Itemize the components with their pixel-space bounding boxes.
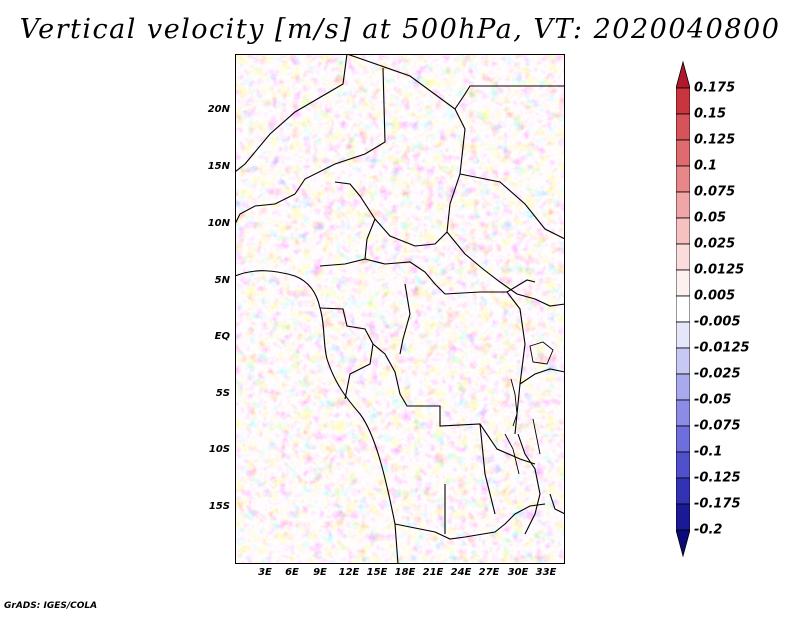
lon-label-27e: 27E — [478, 567, 500, 578]
colorbar-label: -0.1 — [694, 444, 723, 460]
country-borders — [235, 54, 565, 564]
grads-credit: GrADS: IGES/COLA — [4, 601, 98, 611]
lat-label-5n: 5N — [214, 275, 230, 286]
colorbar-label: -0.2 — [694, 522, 723, 538]
colorbar-label: -0.0125 — [694, 340, 750, 356]
colorbar-label: -0.075 — [694, 418, 741, 434]
colorbar-segment — [676, 477, 690, 505]
colorbar-segment — [676, 451, 690, 479]
colorbar-label: 0.125 — [694, 132, 736, 148]
colorbar-segment — [676, 295, 690, 323]
colorbar-segment — [676, 269, 690, 297]
colorbar-segment — [676, 243, 690, 271]
colorbar-label: -0.125 — [694, 470, 741, 486]
colorbar-label: 0.005 — [694, 288, 736, 304]
map-frame — [235, 54, 565, 564]
lon-label-12e: 12E — [338, 567, 360, 578]
vertical-velocity-field — [235, 54, 565, 564]
lon-label-21e: 21E — [422, 567, 444, 578]
colorbar-segment — [676, 139, 690, 167]
lon-label-15e: 15E — [366, 567, 388, 578]
colorbar-segment — [676, 165, 690, 193]
colorbar-label: 0.1 — [694, 158, 718, 174]
lat-label-15n: 15N — [207, 161, 230, 172]
colorbar-segment — [676, 191, 690, 219]
colorbar-label: 0.15 — [694, 106, 727, 122]
colorbar-segment — [676, 399, 690, 427]
colorbar-segment — [676, 347, 690, 375]
chart-title: Vertical velocity [m/s] at 500hPa, VT: 2… — [19, 14, 781, 45]
lat-label-eq: EQ — [214, 331, 230, 342]
colorbar-segment — [676, 425, 690, 453]
lat-label-15s: 15S — [208, 501, 230, 512]
colorbar-label: -0.025 — [694, 366, 741, 382]
colorbar-segment — [676, 60, 690, 89]
lon-label-33e: 33E — [535, 567, 557, 578]
colorbar-label: 0.025 — [694, 236, 736, 252]
colorbar-label: 0.175 — [694, 80, 736, 96]
colorbar-segment — [676, 321, 690, 349]
lon-label-3e: 3E — [258, 567, 272, 578]
lon-label-18e: 18E — [394, 567, 416, 578]
map-panel — [235, 54, 565, 564]
colorbar-label: 0.075 — [694, 184, 736, 200]
lon-label-9e: 9E — [313, 567, 327, 578]
colorbar-segment — [676, 529, 690, 558]
lon-label-30e: 30E — [507, 567, 529, 578]
colorbar-label: -0.175 — [694, 496, 741, 512]
colorbar-segment — [676, 373, 690, 401]
colorbar-label: -0.05 — [694, 392, 732, 408]
lat-label-20n: 20N — [207, 104, 230, 115]
lat-label-10n: 10N — [207, 218, 230, 229]
colorbar-segment — [676, 87, 690, 115]
colorbar — [676, 60, 690, 558]
colorbar-segment — [676, 217, 690, 245]
lat-label-5s: 5S — [215, 388, 230, 399]
lon-label-24e: 24E — [450, 567, 472, 578]
colorbar-label: 0.05 — [694, 210, 727, 226]
lat-label-10s: 10S — [208, 444, 230, 455]
colorbar-label: -0.005 — [694, 314, 741, 330]
colorbar-label: 0.0125 — [694, 262, 745, 278]
lake-outlines — [504, 341, 554, 475]
colorbar-segment — [676, 113, 690, 141]
colorbar-segment — [676, 503, 690, 531]
lon-label-6e: 6E — [285, 567, 299, 578]
